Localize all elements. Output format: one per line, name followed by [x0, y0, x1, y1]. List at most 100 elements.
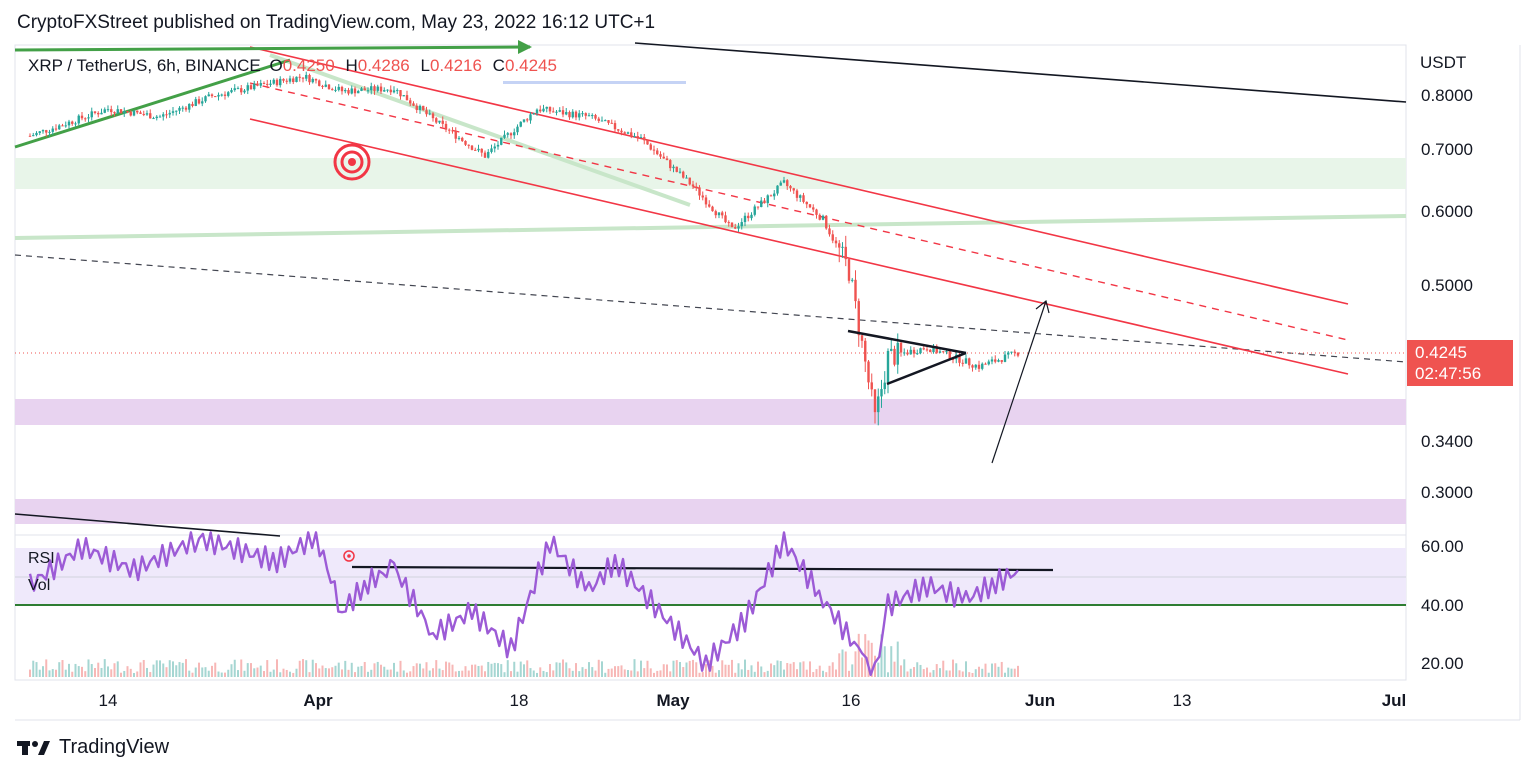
candle-body: [672, 166, 675, 169]
main-pane-frame: [14, 44, 1407, 536]
volume-bar: [380, 664, 382, 677]
volume-bar: [812, 672, 815, 677]
volume-bar: [256, 667, 259, 677]
volume-bar: [263, 671, 265, 677]
volume-bar: [669, 671, 672, 677]
volume-bar: [971, 672, 974, 677]
candle-body: [1013, 351, 1016, 353]
volume-bar: [48, 670, 51, 677]
volume-bar: [74, 663, 77, 677]
volume-bar: [939, 668, 941, 677]
volume-bar: [987, 672, 990, 677]
candle-body: [773, 193, 776, 197]
open-value: 0.4250: [282, 56, 335, 75]
volume-bar: [376, 661, 379, 677]
candle-body: [110, 109, 113, 113]
candle-body: [428, 113, 431, 115]
symbol-name[interactable]: XRP / TetherUS, 6h, BINANCE: [28, 56, 261, 75]
volume-bar: [961, 671, 964, 677]
candle-body: [142, 113, 145, 115]
candle-body: [253, 83, 256, 90]
candle-body: [578, 113, 581, 118]
candle-body: [116, 109, 119, 114]
volume-bar: [1017, 665, 1019, 677]
candle-body: [389, 89, 392, 93]
volume-bar: [77, 666, 80, 677]
volume-bar: [383, 666, 386, 677]
candle-body: [1003, 354, 1007, 362]
vol-pane-label[interactable]: Vol: [28, 577, 51, 594]
candle-body: [266, 83, 269, 85]
price-tick-label: 0.7000: [1421, 140, 1473, 160]
volume-bar: [116, 661, 119, 677]
candle-body: [38, 131, 41, 133]
volume-bar: [698, 672, 701, 677]
volume-bar: [766, 670, 769, 677]
volume-bar: [438, 668, 441, 677]
volume-bar: [84, 671, 87, 677]
volume-bar: [601, 661, 603, 677]
candle-body: [815, 209, 818, 215]
volume-bar: [97, 662, 100, 677]
candle-body: [753, 206, 756, 215]
candle-body: [516, 126, 519, 133]
volume-bar: [796, 669, 798, 677]
candle-body: [113, 112, 116, 114]
candle-body: [932, 346, 935, 353]
volume-bar: [305, 660, 308, 677]
candle-body: [519, 121, 522, 127]
volume-bar: [542, 670, 545, 677]
candle-body: [331, 89, 334, 91]
candle-body: [565, 112, 568, 115]
candle-body: [704, 197, 708, 205]
close-label: C: [492, 56, 505, 75]
volume-bar: [415, 663, 418, 677]
volume-bar: [633, 659, 636, 677]
candle-body: [48, 131, 51, 133]
candle-body: [743, 215, 747, 223]
volume-bar: [532, 670, 535, 677]
candle-body: [415, 105, 418, 110]
volume-bar: [510, 671, 512, 677]
volume-bar: [425, 662, 428, 677]
volume-bar: [883, 646, 886, 677]
volume-bar: [347, 669, 350, 677]
volume-bar: [513, 661, 516, 677]
candle-body: [366, 90, 370, 92]
volume-bar: [224, 672, 226, 677]
candle-body: [964, 358, 968, 364]
tradingview-footer[interactable]: TradingView: [17, 736, 169, 759]
candle-body: [282, 78, 285, 81]
candle-body: [379, 86, 383, 92]
volume-bar: [656, 670, 659, 677]
candle-body: [854, 279, 857, 302]
volume-bar: [308, 672, 311, 677]
symbol-legend[interactable]: XRP / TetherUS, 6h, BINANCE O0.4250 H0.4…: [28, 56, 563, 76]
candle-body: [451, 130, 454, 132]
volume-bar: [246, 663, 249, 677]
candle-body: [899, 342, 903, 353]
candle-body: [285, 80, 288, 82]
candle-body: [171, 111, 175, 113]
volume-bar: [159, 660, 161, 677]
volume-bar: [162, 663, 165, 677]
target-icon: [333, 143, 371, 181]
volume-bar: [588, 662, 590, 677]
candle-body: [948, 351, 951, 359]
rsi-target-icon: [343, 550, 355, 562]
candle-body: [818, 214, 821, 220]
candle-body: [990, 359, 994, 362]
volume-bar: [100, 667, 103, 677]
candle-body: [919, 348, 922, 354]
candle-body: [181, 107, 184, 109]
candle-body: [883, 382, 886, 390]
volume-bar: [484, 671, 486, 677]
candle-body: [724, 215, 727, 223]
candle-body: [945, 351, 948, 353]
rsi-pane-label[interactable]: RSI: [28, 550, 55, 567]
candle-body: [867, 361, 870, 383]
long-term-trendline: [634, 42, 1407, 103]
volume-bar: [432, 668, 434, 677]
volume-bar: [165, 667, 168, 677]
